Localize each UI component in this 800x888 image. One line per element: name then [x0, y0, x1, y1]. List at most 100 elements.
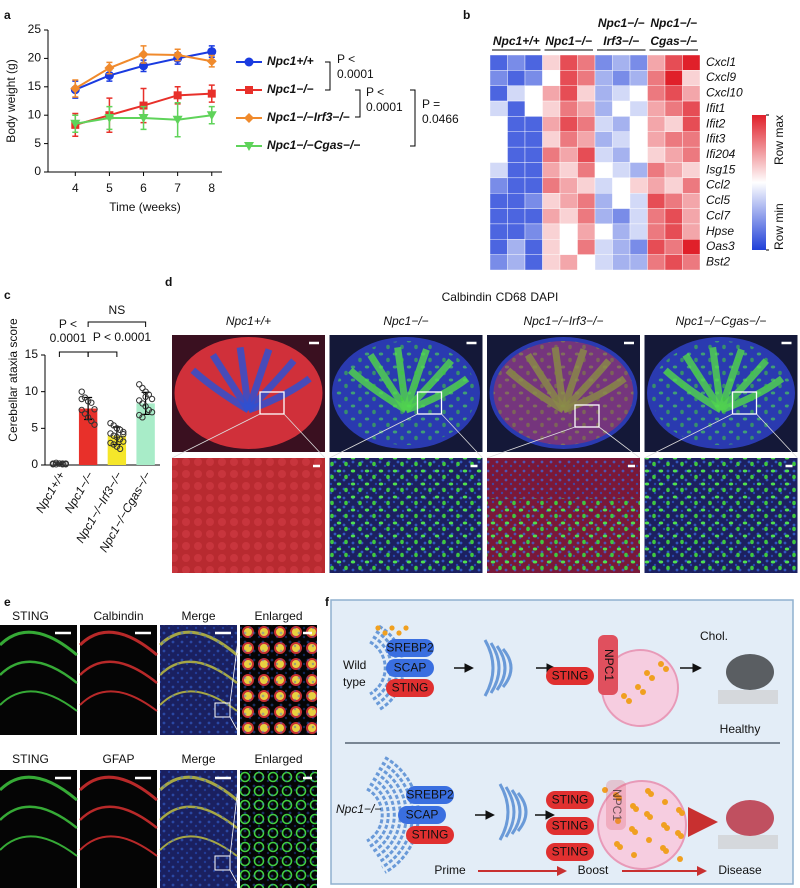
heatmap-cell [594, 100, 613, 117]
protein [406, 826, 454, 844]
inset-box [416, 391, 443, 415]
data-point [139, 384, 146, 392]
heatmap-cell [524, 116, 543, 132]
marker [245, 86, 253, 94]
data-point [52, 459, 60, 466]
outcome-label: Healthy [720, 722, 761, 736]
heatmap-cell [682, 146, 701, 163]
data-point [120, 438, 127, 445]
inset-box [731, 391, 758, 415]
heatmap-cell [612, 116, 631, 132]
heatmap-cell [577, 146, 596, 163]
heatmap-cell [559, 208, 578, 225]
group-label: Irf3−/− [603, 34, 639, 48]
annotation: P < [337, 52, 355, 66]
y-axis-label: Body weight (g) [4, 59, 18, 142]
heatmap-cell [629, 70, 648, 86]
npc1-label: NPC1 [610, 789, 624, 821]
heatmap-cell [577, 131, 596, 148]
protein [546, 667, 594, 685]
micrograph [0, 625, 77, 735]
stain-label: STING [12, 609, 49, 623]
heatmap-cell [629, 177, 648, 194]
heatmap-cell [629, 239, 648, 255]
stain-label: STING [12, 752, 49, 766]
stage-label: Prime [434, 863, 466, 877]
protein-label: STING [552, 669, 589, 683]
microglia [329, 458, 483, 573]
heatmap-cell [594, 208, 613, 225]
data-point [139, 414, 146, 421]
cholesterol [630, 803, 636, 809]
heatmap-cell [542, 177, 561, 194]
cholesterol [631, 852, 637, 858]
stain-label: Enlarged [254, 752, 302, 766]
pedestal [718, 690, 778, 704]
heatmap-cell [612, 100, 631, 117]
y-tick-label: 0 [31, 457, 38, 471]
marker [138, 114, 149, 124]
stain-label: Calbindin [93, 609, 143, 623]
stain-label: GFAP [102, 752, 134, 766]
legend-label: Npc1+/+ [267, 54, 314, 68]
heatmap-cell [594, 254, 613, 271]
heatmap-cell [682, 208, 701, 225]
heatmap-cell [559, 146, 578, 163]
significance-bracket [87, 351, 118, 357]
gene-label: Bst2 [706, 254, 730, 268]
gene-label: Ifit3 [706, 132, 726, 146]
cholesterol [626, 698, 632, 704]
data-point [88, 417, 95, 425]
data-point [49, 460, 57, 467]
pedestal [718, 835, 778, 849]
cholesterol [396, 630, 402, 636]
protein-label: STING [552, 845, 589, 859]
heatmap-cell [647, 85, 666, 102]
x-tick-label: 7 [174, 181, 181, 195]
heatmap-cell [647, 177, 666, 194]
data-point [84, 414, 92, 421]
tissue-fold [0, 630, 78, 657]
heatmap-cell [542, 254, 561, 271]
heatmap-cell [647, 162, 666, 179]
heatmap-cell [507, 223, 526, 240]
heatmap-cell [577, 239, 596, 255]
panel-label: f [325, 595, 330, 609]
heatmap-cell [489, 239, 508, 255]
stain-label: Merge [181, 752, 215, 766]
heatmap-cell [577, 223, 596, 240]
protein [398, 806, 446, 824]
heatmap-cell [664, 193, 683, 209]
heatmap-cell [489, 131, 508, 148]
cholesterol [640, 689, 646, 695]
group-label: Npc1−/− [650, 16, 697, 30]
zoom-line [486, 426, 641, 459]
heatmap-cell [542, 223, 561, 240]
protein-label: SREBP2 [386, 641, 434, 655]
heatmap-cell [594, 70, 613, 86]
data-point [136, 397, 143, 404]
heatmap-cell [612, 162, 631, 179]
y-axis-label: Cerebellar ataxia score [6, 318, 20, 442]
cholesterol [635, 684, 641, 690]
gene-label: Ifi204 [706, 147, 736, 161]
data-point [78, 406, 85, 414]
data-point [81, 410, 89, 417]
genotype-label: type [343, 675, 366, 689]
y-tick-label: 10 [28, 107, 42, 121]
cd68-signal [651, 341, 791, 445]
heatmap-cell [489, 54, 508, 71]
heatmap-cell [629, 131, 648, 148]
heatmap-cell [524, 239, 543, 255]
heatmap-cell [647, 254, 666, 271]
panel-label: e [4, 595, 11, 609]
heatmap-cell [612, 193, 631, 209]
cholesterol [660, 845, 666, 851]
data-point [107, 439, 114, 447]
marker [206, 56, 217, 67]
heatmap-cell [647, 70, 666, 86]
heatmap-cell [559, 239, 578, 255]
golgi [495, 645, 507, 691]
heatmap-cell [682, 85, 701, 102]
